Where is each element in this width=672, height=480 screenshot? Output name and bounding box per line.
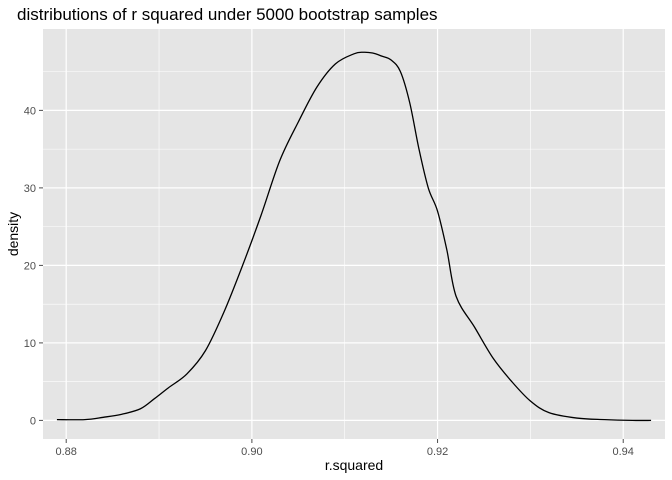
x-tick-label: 0.90 xyxy=(241,446,262,458)
x-tick-label: 0.94 xyxy=(613,446,634,458)
series-layer xyxy=(56,51,652,422)
x-axis: 0.88 0.90 0.92 0.94 xyxy=(55,439,634,458)
y-axis: 0 10 20 30 40 xyxy=(24,105,43,427)
y-tick-label: 40 xyxy=(24,105,36,117)
y-axis-title: density xyxy=(5,212,21,256)
y-tick-label: 0 xyxy=(30,415,36,427)
x-axis-title: r.squared xyxy=(325,457,383,473)
y-tick-label: 20 xyxy=(24,260,36,272)
x-tick-label: 0.92 xyxy=(427,446,448,458)
y-tick-label: 10 xyxy=(24,338,36,350)
plot-panel xyxy=(43,29,665,439)
chart-title: distributions of r squared under 5000 bo… xyxy=(17,5,438,24)
major-gridlines xyxy=(43,29,665,439)
density-line xyxy=(56,51,652,422)
minor-gridlines xyxy=(43,29,665,439)
y-tick-label: 30 xyxy=(24,183,36,195)
x-tick-label: 0.88 xyxy=(55,446,76,458)
